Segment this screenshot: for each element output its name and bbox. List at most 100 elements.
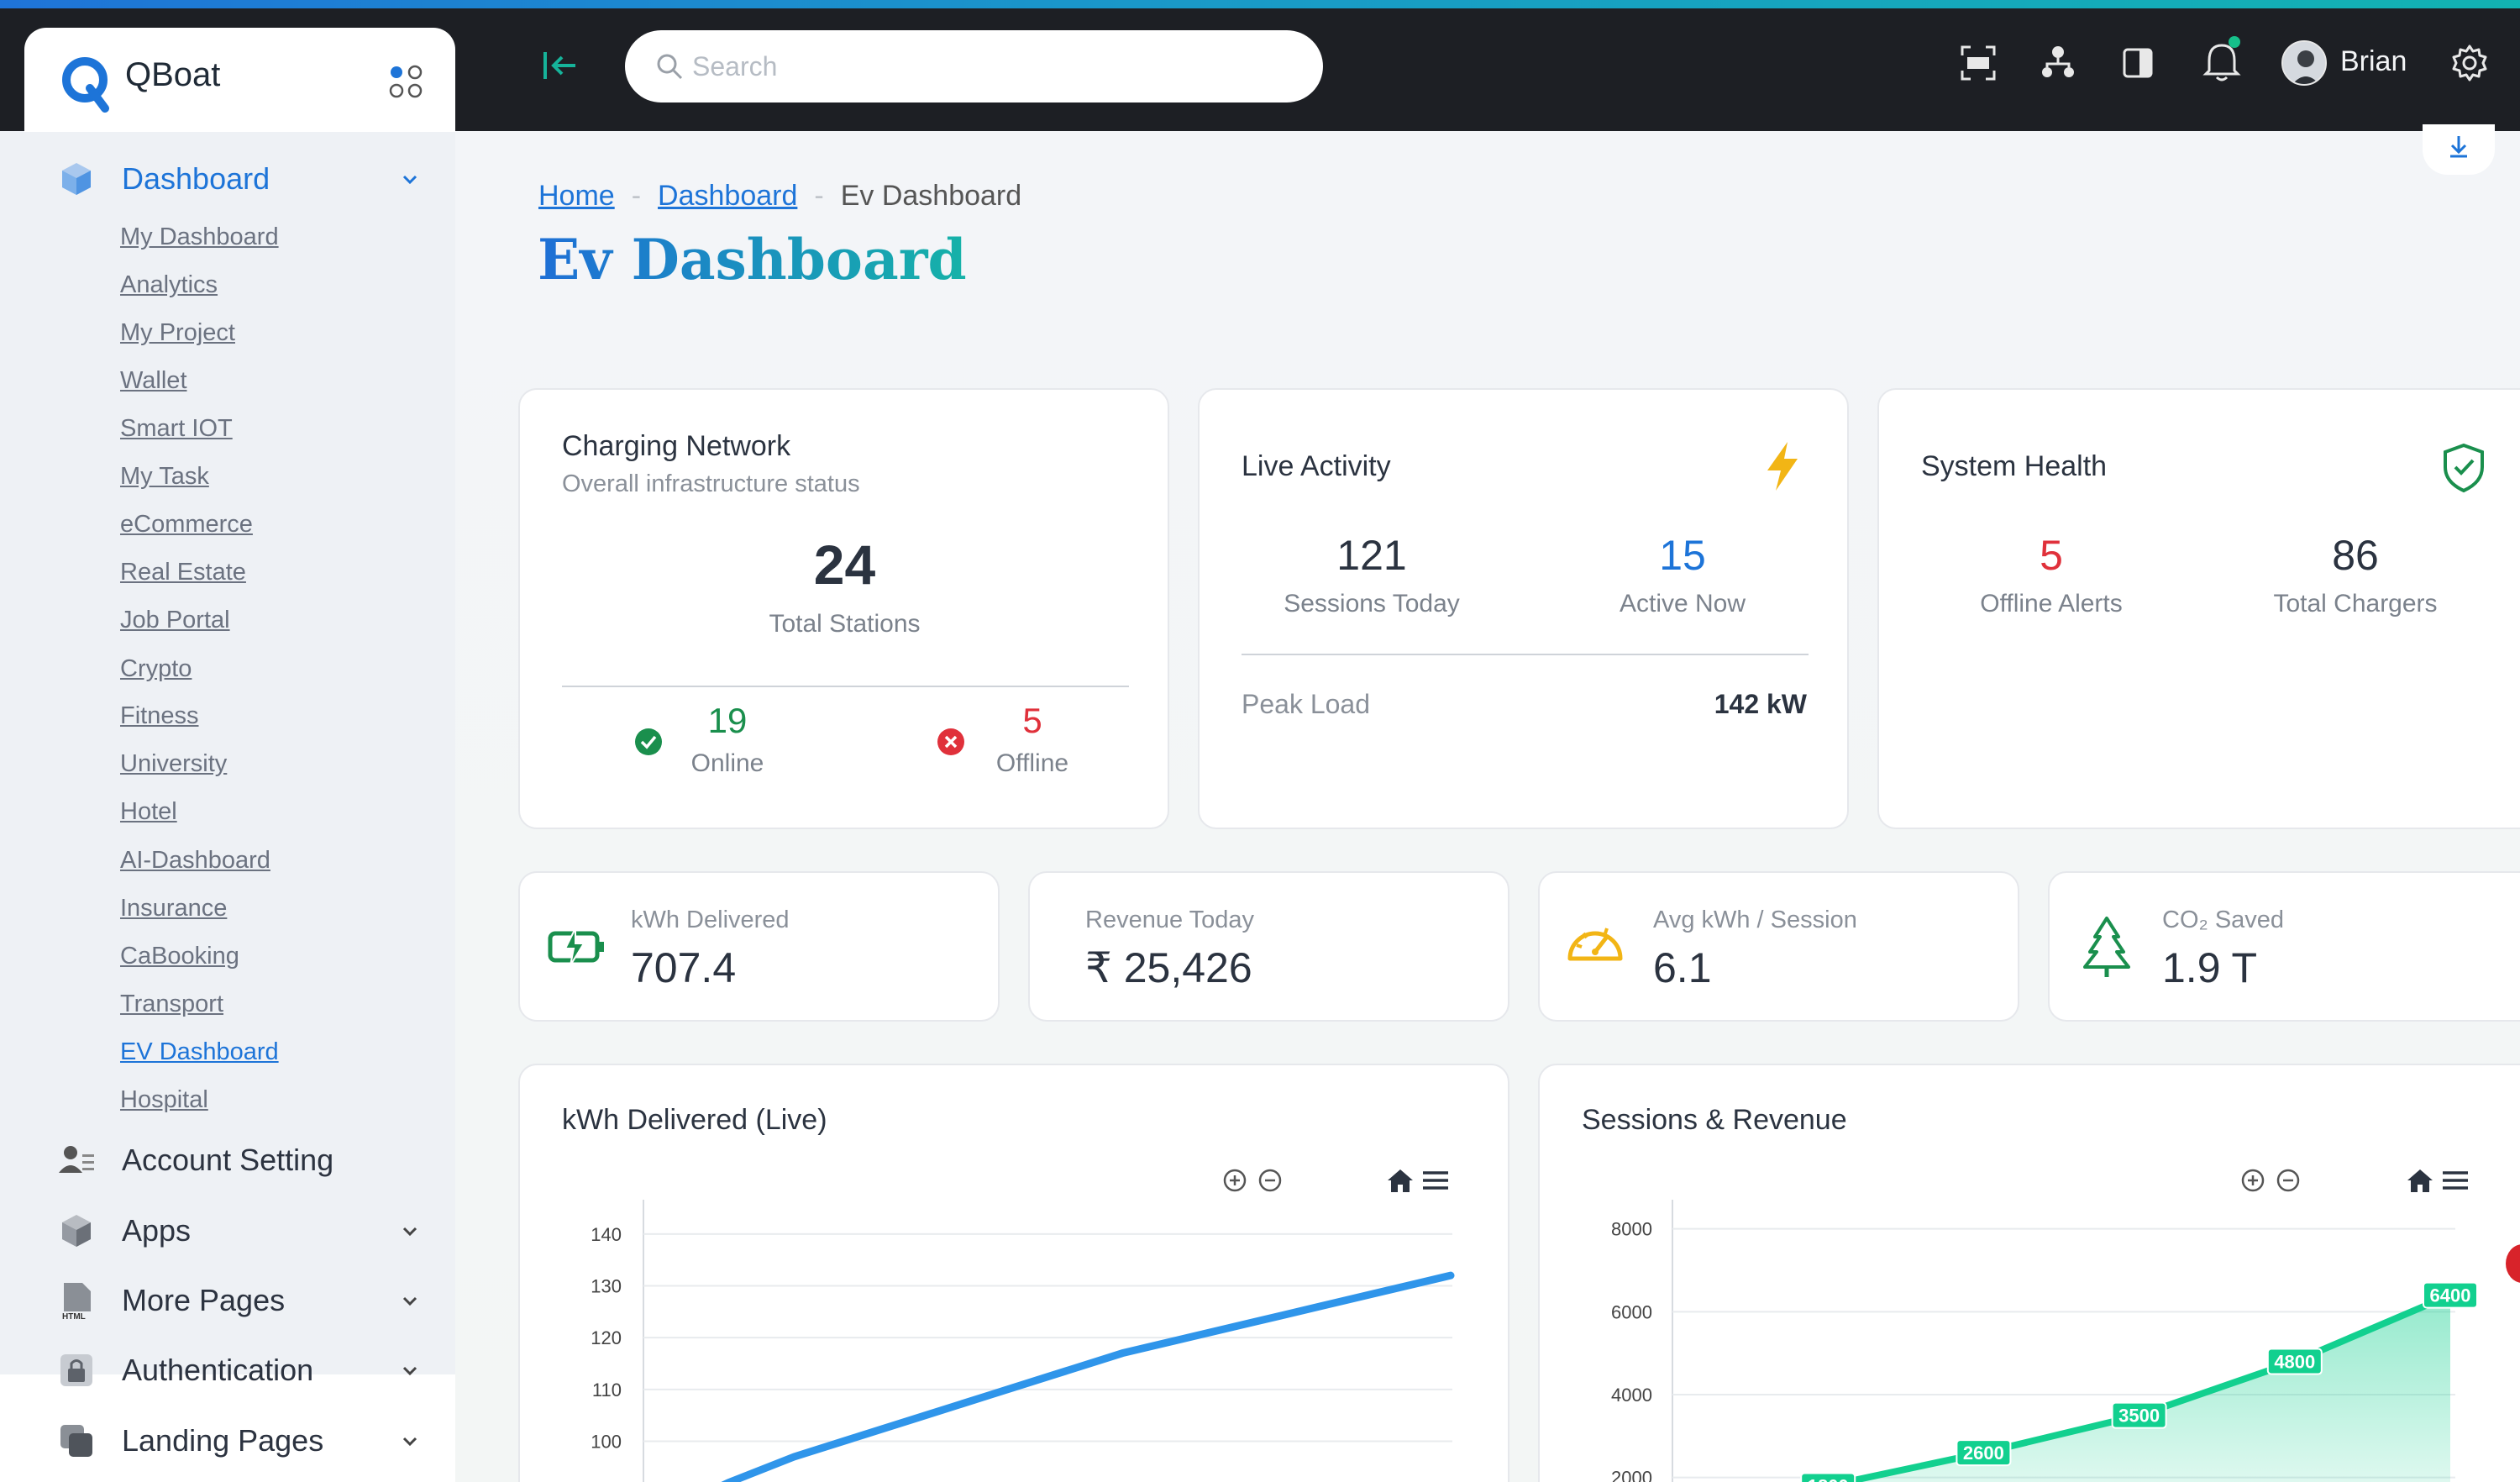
collapse-sidebar-icon[interactable] (540, 47, 582, 84)
offline-value: 5 (1022, 701, 1042, 740)
user-avatar[interactable] (2281, 40, 2327, 86)
sidebar-item-authentication[interactable]: Authentication (0, 1349, 455, 1391)
search-bar[interactable] (625, 30, 1323, 102)
sidebar-subitem-insurance[interactable]: Insurance (120, 895, 228, 922)
zoom-in-icon[interactable] (1221, 1166, 1249, 1195)
online-value: 19 (707, 701, 748, 740)
sidebar-subitem-real-estate[interactable]: Real Estate (120, 559, 246, 586)
breadcrumb: Home - Dashboard - Ev Dashboard (538, 180, 1022, 212)
zoom-in-icon[interactable] (2239, 1166, 2267, 1195)
data-label-box (1800, 1472, 1856, 1482)
sidebar-subitem-university[interactable]: University (120, 750, 228, 777)
data-label-text: 2600 (1963, 1443, 2004, 1464)
sidebar-subitem-hospital[interactable]: Hospital (120, 1086, 208, 1113)
pages-icon (60, 1425, 92, 1457)
chart-title: kWh Delivered (Live) (562, 1104, 827, 1136)
y-tick-label: 120 (591, 1327, 622, 1348)
sidebar-subitem-my-task[interactable]: My Task (120, 463, 209, 490)
sidebar-subitem-wallet[interactable]: Wallet (120, 367, 187, 394)
stat-value: ₹ 25,426 (1085, 944, 1252, 991)
kwh-delivered-stat: kWh Delivered 707.4 (518, 871, 1000, 1022)
sidebar-subitem-smart-iot[interactable]: Smart IOT (120, 415, 233, 442)
series-area (1845, 1295, 2450, 1482)
sidebar-item-apps[interactable]: Apps (0, 1210, 455, 1252)
sidebar-subitem-fitness[interactable]: Fitness (120, 702, 199, 729)
apps-grid-icon[interactable] (387, 63, 424, 100)
charging-network-card: Charging Network Overall infrastructure … (518, 388, 1169, 829)
peak-load-value: 142 kW (1714, 689, 1807, 719)
sidebar-item-label: Apps (122, 1213, 192, 1248)
total-chargers-value: 86 (2332, 532, 2379, 579)
notification-bell-icon[interactable] (2199, 34, 2244, 84)
gear-icon[interactable] (2449, 42, 2491, 84)
y-tick-label: 110 (592, 1380, 622, 1401)
sidebar-subitem-my-dashboard[interactable]: My Dashboard (120, 223, 279, 250)
home-icon[interactable] (2405, 1166, 2435, 1195)
y-tick-label: 6000 (1611, 1301, 1652, 1322)
sidebar-subitem-my-project[interactable]: My Project (120, 319, 235, 346)
sidebar-subitem-crypto[interactable]: Crypto (120, 655, 192, 682)
stat-value: 6.1 (1653, 944, 1712, 991)
tree-icon (2083, 917, 2130, 977)
data-label: 6400 (2423, 1281, 2478, 1309)
home-icon[interactable] (1385, 1166, 1415, 1195)
lightning-bolt-icon (1767, 442, 1798, 491)
breadcrumb-dashboard-link[interactable]: Dashboard (658, 180, 798, 212)
floating-action-button[interactable] (2506, 1244, 2520, 1283)
active-now-label: Active Now (1619, 590, 1746, 618)
stat-value: 1.9 T (2162, 944, 2258, 991)
chevron-down-icon (402, 1296, 417, 1306)
sidebar-subitem-analytics[interactable]: Analytics (120, 271, 218, 298)
download-button[interactable] (2423, 124, 2495, 175)
sessions-today-label: Sessions Today (1284, 590, 1460, 618)
check-circle-icon (635, 728, 662, 755)
zoom-out-icon[interactable] (1256, 1166, 1284, 1195)
page-title: Ev Dashboard (538, 227, 967, 292)
data-label-box (2266, 1348, 2323, 1375)
data-label-box (1956, 1439, 2012, 1467)
sitemap-icon[interactable] (2037, 42, 2079, 84)
chart-title: Sessions & Revenue (1582, 1104, 1847, 1136)
data-label-text: 1800 (1808, 1476, 1849, 1482)
sidebar-subitem-transport[interactable]: Transport (120, 991, 224, 1017)
user-name[interactable]: Brian (2340, 45, 2407, 77)
total-chargers-label: Total Chargers (2273, 590, 2438, 618)
card-title: Live Activity (1242, 450, 1391, 482)
sidebar-subitem-ecommerce[interactable]: eCommerce (120, 511, 253, 538)
search-icon (657, 54, 683, 80)
menu-icon[interactable] (1420, 1166, 1451, 1195)
theme-toggle-icon[interactable] (2117, 42, 2159, 84)
sidebar-subitem-ev-dashboard[interactable]: EV Dashboard (120, 1038, 279, 1065)
brand-header: QBoat (24, 28, 455, 132)
y-tick-label: 8000 (1611, 1219, 1652, 1240)
stat-label: Revenue Today (1085, 907, 1255, 933)
live-activity-card: Live Activity 121 Sessions Today 15 Acti… (1198, 388, 1849, 829)
sidebar-subitem-hotel[interactable]: Hotel (120, 798, 177, 825)
data-label: 4800 (2266, 1348, 2323, 1375)
sidebar-item-account-setting[interactable]: Account Setting (0, 1139, 455, 1181)
y-tick-label: 4000 (1611, 1385, 1652, 1406)
offline-label: Offline (995, 749, 1069, 777)
search-input[interactable] (692, 45, 1297, 87)
sidebar-item-more-pages[interactable]: HTML More Pages (0, 1280, 455, 1322)
breadcrumb-home-link[interactable]: Home (538, 180, 615, 212)
kwh-line-chart: 90100110120130140 (591, 1200, 1455, 1482)
divider (1242, 654, 1809, 655)
sidebar-item-dashboard[interactable]: Dashboard (0, 158, 455, 200)
y-tick-label: 100 (591, 1432, 622, 1453)
sidebar-subitem-ai-dashboard[interactable]: AI-Dashboard (120, 847, 270, 874)
fullscreen-icon[interactable] (1957, 42, 1999, 84)
sidebar-item-landing-pages[interactable]: Landing Pages (0, 1420, 455, 1462)
zoom-out-icon[interactable] (2274, 1166, 2302, 1195)
sidebar-subitem-job-portal[interactable]: Job Portal (120, 607, 230, 633)
top-accent-line (0, 0, 2520, 8)
sidebar-bottom-panel (0, 1374, 517, 1482)
stat-label: Avg kWh / Session (1653, 907, 1857, 933)
sidebar-item-label: Dashboard (122, 161, 270, 196)
sidebar-subitem-cabooking[interactable]: CaBooking (120, 943, 239, 970)
system-health-card: System Health 5 Offline Alerts 86 Total … (1877, 388, 2520, 829)
sidebar-item-label: Authentication (122, 1353, 314, 1387)
data-label-text: 4800 (2274, 1352, 2315, 1373)
download-icon (2450, 136, 2467, 158)
menu-icon[interactable] (2440, 1166, 2470, 1195)
